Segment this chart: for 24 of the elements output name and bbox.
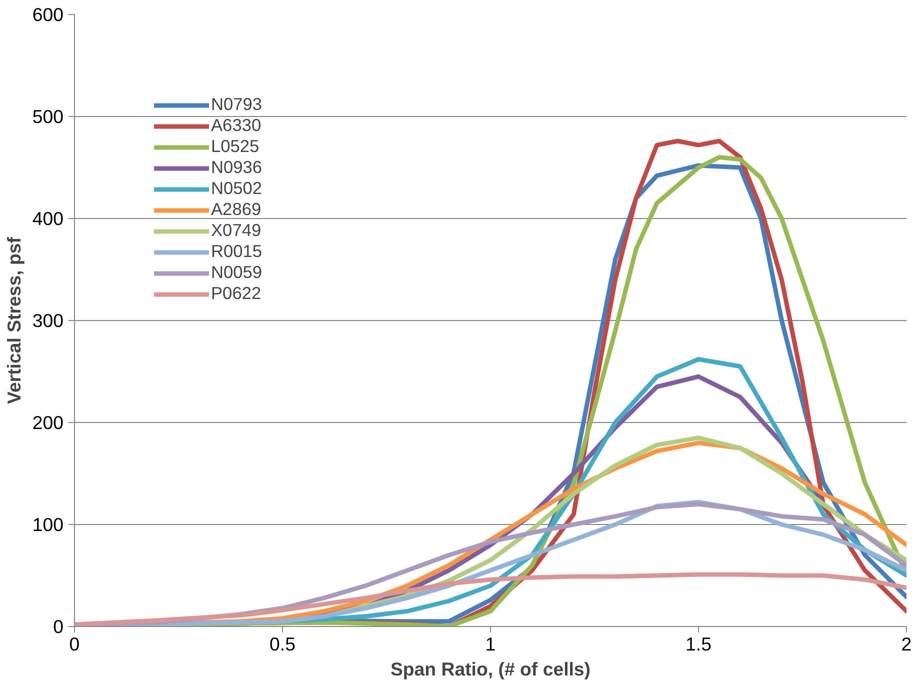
legend-label: A6330 [211, 115, 262, 136]
y-tick-label: 100 [32, 514, 64, 535]
x-tick-label: 2 [901, 634, 912, 654]
x-tick-label: 1.5 [686, 634, 712, 654]
legend-label: N0936 [211, 157, 262, 178]
y-tick-label: 200 [32, 412, 64, 433]
x-axis-title: Span Ratio, (# of cells) [390, 658, 591, 680]
y-tick-label: 400 [32, 208, 64, 229]
y-tick-label: 600 [32, 4, 64, 25]
y-tick-label: 0 [53, 616, 64, 637]
x-tick-label: 0.5 [270, 634, 296, 654]
y-axis-title: Vertical Stress, psf [3, 236, 24, 404]
legend-label: N0502 [211, 178, 262, 199]
x-tick-label: 0 [69, 634, 80, 654]
legend-label: X0749 [211, 220, 262, 241]
y-tick-label: 300 [32, 310, 64, 331]
legend-label: L0525 [211, 136, 260, 157]
x-tick-label: 1 [485, 634, 496, 654]
y-tick-label: 500 [32, 106, 64, 127]
legend-label: N0793 [211, 94, 262, 115]
legend-label: R0015 [211, 241, 262, 262]
legend-label: N0059 [211, 262, 262, 283]
legend-label: A2869 [211, 199, 262, 220]
legend-label: P0622 [211, 283, 262, 304]
